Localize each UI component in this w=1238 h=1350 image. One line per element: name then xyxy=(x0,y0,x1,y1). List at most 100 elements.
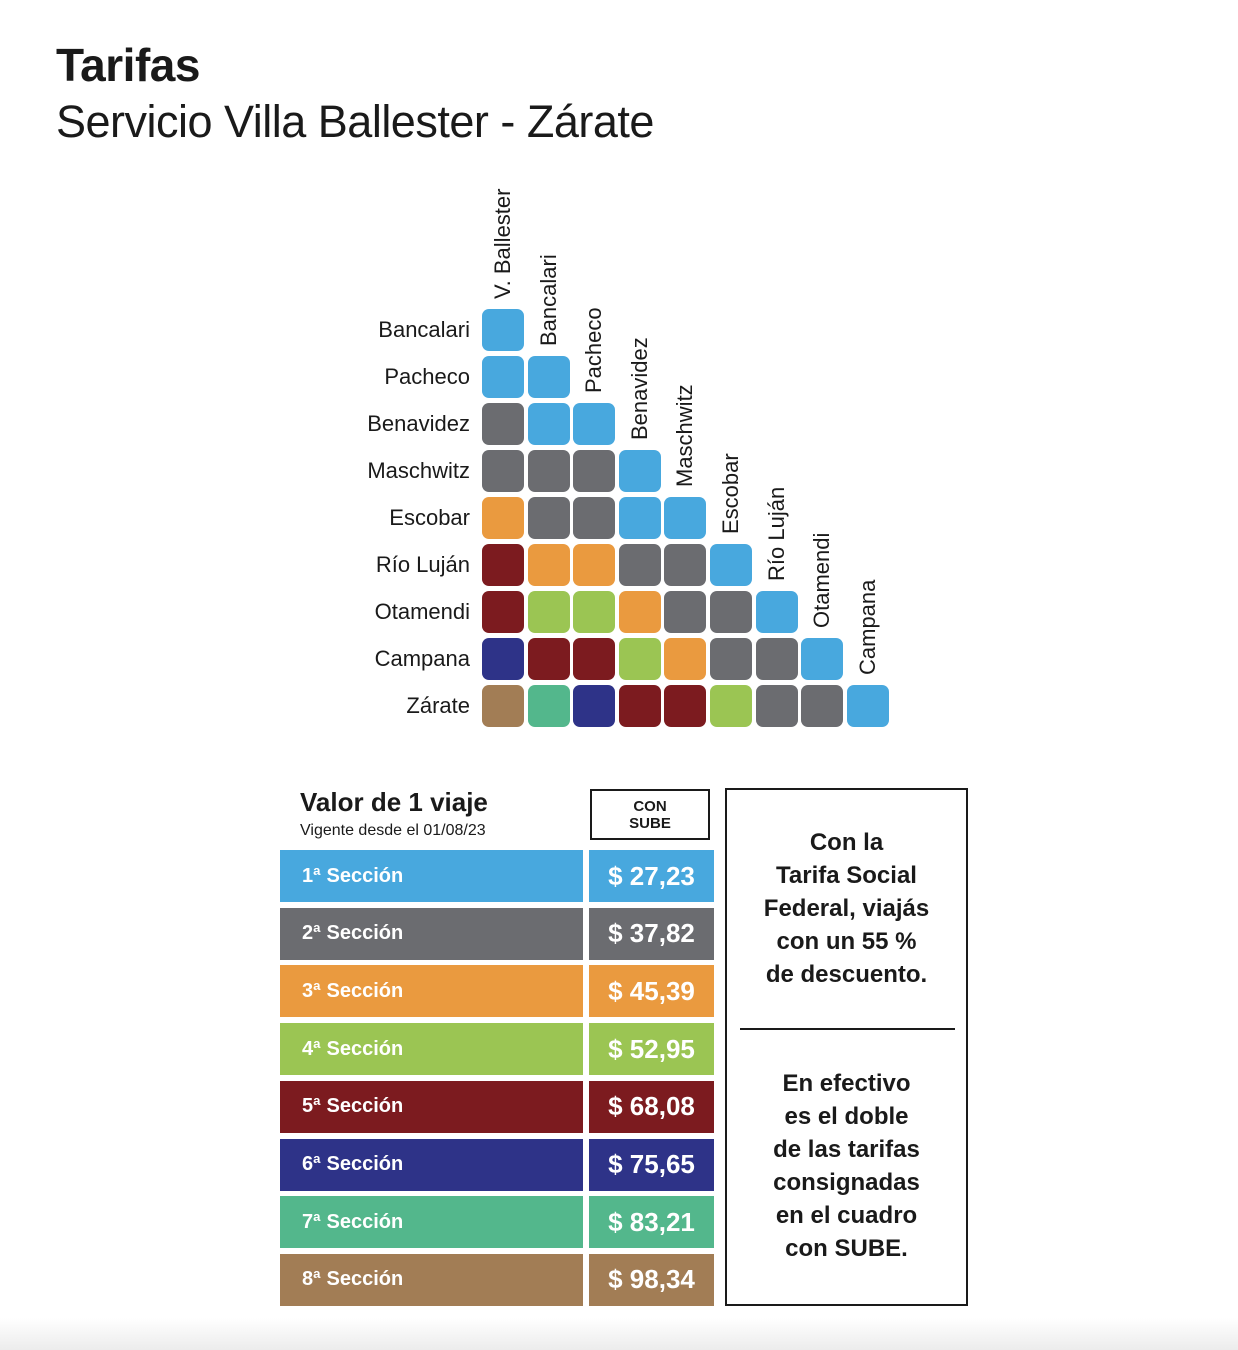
section-label: 6ª Sección xyxy=(280,1138,583,1191)
fare-cell-section-2 xyxy=(527,497,570,539)
fare-cell-section-8 xyxy=(482,685,524,727)
fare-cell-section-5 xyxy=(482,591,524,633)
section-price: $ 83,21 xyxy=(589,1196,714,1249)
con-sube-line2: SUBE xyxy=(629,814,671,832)
cash-fare-note: En efectivo es el doble de las tarifas cons… xyxy=(727,1067,966,1265)
info-line: es el doble xyxy=(784,1103,909,1130)
fare-cell-section-5 xyxy=(618,685,661,727)
row-label: Benavidez xyxy=(367,411,470,436)
fare-cell-section-1 xyxy=(618,450,661,492)
info-divider xyxy=(740,1028,955,1030)
info-line: Federal, viajás xyxy=(763,895,930,922)
info-box: Con la Tarifa Social Federal, viajás con un… xyxy=(725,788,968,1306)
info-line: de descuento. xyxy=(765,961,928,988)
fare-cell-section-1 xyxy=(573,403,616,445)
section-label: 4ª Sección xyxy=(280,1023,583,1076)
social-tariff-note: Con la Tarifa Social Federal, viajás con un… xyxy=(727,826,966,991)
page-title: Tarifas xyxy=(56,39,200,91)
column-label-text: Maschwitz xyxy=(672,384,698,487)
section-price: $ 45,39 xyxy=(589,965,714,1018)
info-line: consignadas xyxy=(773,1169,920,1196)
section-price: $ 98,34 xyxy=(589,1253,714,1306)
fare-cell-section-3 xyxy=(664,638,707,680)
section-label: 7ª Sección xyxy=(280,1196,583,1249)
fare-cell-section-2 xyxy=(664,544,707,586)
info-line: de las tarifas xyxy=(773,1136,920,1163)
fare-cell-section-2 xyxy=(527,450,570,492)
section-label: 3ª Sección xyxy=(280,965,583,1018)
fare-cell-section-1 xyxy=(482,356,524,398)
fare-cell-section-5 xyxy=(482,544,524,586)
section-price: $ 68,08 xyxy=(589,1080,714,1133)
fare-cell-section-2 xyxy=(573,497,616,539)
section-ordinal: 3ª xyxy=(302,979,321,1002)
info-line: en el cuadro xyxy=(775,1202,918,1229)
row-label: Maschwitz xyxy=(367,458,470,483)
fare-cell-section-4 xyxy=(573,591,616,633)
section-ordinal: 1ª xyxy=(302,864,321,887)
fare-cell-section-2 xyxy=(573,450,616,492)
fare-cell-section-1 xyxy=(846,685,889,727)
fare-cell-section-1 xyxy=(618,497,661,539)
fare-cell-section-2 xyxy=(755,685,798,727)
fare-cell-section-2 xyxy=(710,591,752,633)
fare-cell-section-2 xyxy=(482,450,524,492)
section-word: Sección xyxy=(326,864,404,887)
section-word: Sección xyxy=(326,922,404,945)
section-price: $ 52,95 xyxy=(589,1023,714,1076)
legend-valid-from: Vigente desde el 01/08/23 xyxy=(300,822,486,839)
row-label: Pacheco xyxy=(384,364,470,389)
fare-cell-section-2 xyxy=(664,591,707,633)
bottom-shadow xyxy=(0,1318,1238,1350)
row-label: Río Luján xyxy=(375,552,470,577)
section-ordinal: 4ª xyxy=(302,1037,321,1060)
fare-cell-section-1 xyxy=(482,309,524,351)
fare-cell-section-3 xyxy=(482,497,524,539)
fare-cell-section-2 xyxy=(801,685,844,727)
fare-cell-section-4 xyxy=(527,591,570,633)
section-ordinal: 8ª xyxy=(302,1268,321,1291)
section-word: Sección xyxy=(326,1210,404,1233)
row-label: Zárate xyxy=(406,693,470,718)
fare-cell-section-4 xyxy=(618,638,661,680)
fare-cell-section-3 xyxy=(618,591,661,633)
row-label: Escobar xyxy=(389,505,470,530)
column-label-text: Campana xyxy=(854,579,880,675)
section-word: Sección xyxy=(326,1153,404,1175)
column-label-text: Bancalari xyxy=(535,254,561,346)
fare-cell-section-1 xyxy=(527,403,570,445)
section-ordinal: 5ª xyxy=(302,1095,321,1118)
fare-cell-section-2 xyxy=(482,403,524,445)
section-ordinal: 7ª xyxy=(302,1210,321,1233)
page-subtitle: Servicio Villa Ballester - Zárate xyxy=(56,96,654,147)
fare-cell-section-2 xyxy=(618,544,661,586)
section-word: Sección xyxy=(326,1268,404,1291)
fare-cell-section-6 xyxy=(482,638,524,680)
fare-cell-section-5 xyxy=(573,638,616,680)
legend-title: Valor de 1 viaje xyxy=(300,787,488,817)
column-label-text: V. Ballester xyxy=(490,188,515,299)
fare-cell-section-2 xyxy=(710,638,752,680)
info-line: Tarifa Social xyxy=(776,862,917,889)
fare-cell-section-1 xyxy=(527,356,570,398)
section-price: $ 75,65 xyxy=(589,1138,714,1191)
section-word: Sección xyxy=(326,979,404,1002)
fare-cell-section-1 xyxy=(664,497,707,539)
fare-cell-section-1 xyxy=(755,591,798,633)
section-word: Sección xyxy=(326,1037,404,1060)
section-ordinal: 6ª xyxy=(302,1153,321,1175)
fare-cell-section-7 xyxy=(527,685,570,727)
section-label: 1ª Sección xyxy=(280,850,583,902)
fare-cell-section-4 xyxy=(710,685,752,727)
fare-cell-section-6 xyxy=(573,685,616,727)
fare-cell-section-3 xyxy=(527,544,570,586)
info-line: En efectivo xyxy=(782,1070,911,1097)
fare-cell-section-5 xyxy=(664,685,707,727)
fare-cell-section-3 xyxy=(573,544,616,586)
con-sube-header: CON SUBE xyxy=(590,789,710,840)
fare-cell-section-2 xyxy=(755,638,798,680)
fare-cell-section-5 xyxy=(527,638,570,680)
row-label: Otamendi xyxy=(374,599,470,624)
section-word: Sección xyxy=(326,1095,404,1118)
